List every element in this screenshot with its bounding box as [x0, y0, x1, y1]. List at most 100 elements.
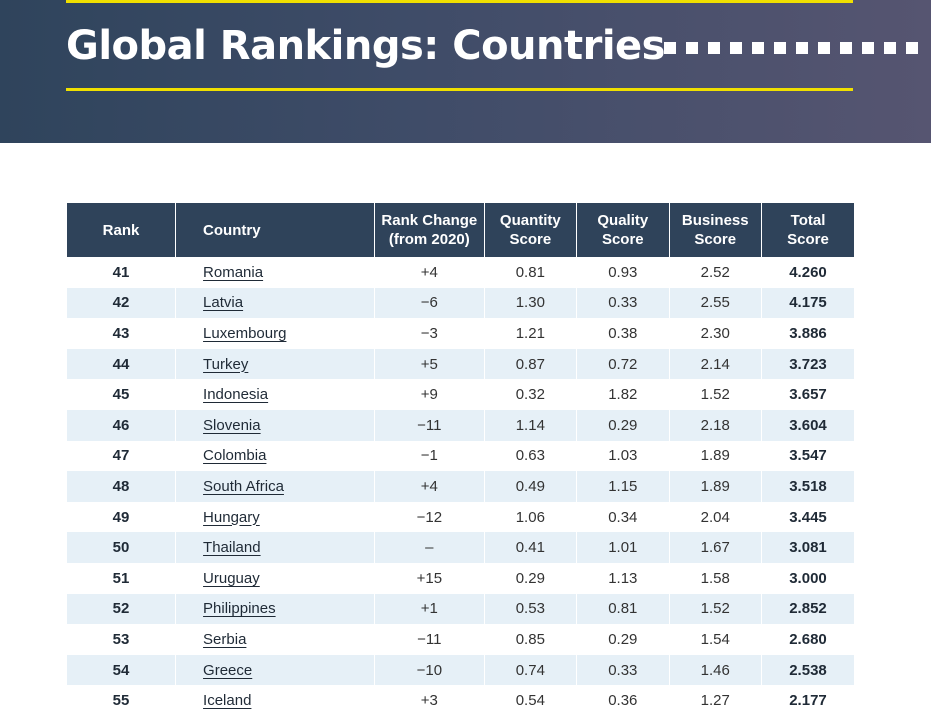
business-score-cell: 2.52 [669, 257, 763, 288]
country-link[interactable]: Thailand [203, 539, 261, 557]
quantity-score-cell: 0.81 [484, 257, 578, 288]
business-score-cell: 1.52 [669, 593, 763, 625]
column-header-country: Country [175, 203, 376, 257]
country-cell: Latvia [175, 287, 376, 319]
country-cell: Turkey [175, 348, 376, 380]
country-link[interactable]: South Africa [203, 477, 284, 495]
country-cell: Serbia [175, 624, 376, 655]
country-cell: Indonesia [175, 379, 376, 410]
rank-change-cell: +9 [374, 379, 485, 410]
country-link[interactable]: Philippines [203, 600, 276, 618]
business-score-cell: 1.27 [669, 685, 763, 716]
business-score-cell: 1.89 [669, 440, 763, 472]
column-header-rank-change: Rank Change (from 2020) [374, 203, 485, 257]
total-score-cell: 3.657 [789, 386, 827, 404]
quantity-score-cell: 0.85 [484, 624, 578, 655]
rank-cell: 55 [67, 685, 177, 716]
business-score-cell: 1.67 [669, 532, 763, 563]
decorative-square [730, 42, 742, 54]
quality-score-cell: 0.33 [576, 287, 670, 319]
quantity-score-cell: 0.41 [484, 532, 578, 563]
column-header-total-score: Total Score [761, 203, 854, 257]
country-link[interactable]: Turkey [203, 355, 249, 373]
quantity-score-cell: 0.74 [484, 654, 578, 686]
country-link[interactable]: Iceland [203, 692, 252, 710]
decorative-square [818, 42, 830, 54]
decorative-square [840, 42, 852, 54]
total-score-cell: 3.445 [789, 508, 827, 526]
decorative-square [708, 42, 720, 54]
quantity-score-cell: 0.54 [484, 685, 578, 716]
business-score-cell: 1.58 [669, 562, 763, 594]
rank-change-cell: −3 [374, 318, 485, 349]
rank-cell: 54 [67, 654, 177, 686]
country-link[interactable]: Hungary [203, 508, 260, 526]
table-row: 45 Indonesia +9 0.32 1.82 1.52 3.657 [67, 379, 854, 410]
country-cell: Colombia [175, 440, 376, 472]
country-link[interactable]: Latvia [203, 294, 244, 312]
quality-score-cell: 0.29 [576, 624, 670, 655]
rank-change-cell: +15 [374, 562, 485, 594]
rank-change-cell: −6 [374, 287, 485, 319]
table-row: 50 Thailand –0.41 1.01 1.67 3.081 [67, 532, 854, 563]
country-cell: Thailand [175, 532, 376, 563]
table-row: 52 Philippines +1 0.53 0.81 1.52 2.852 [67, 593, 854, 625]
quantity-score-cell: 0.49 [484, 471, 578, 502]
quality-score-cell: 0.34 [576, 501, 670, 533]
business-score-cell: 2.55 [669, 287, 763, 319]
column-header-quality-score: Quality Score [576, 203, 670, 257]
country-cell: Romania [175, 257, 376, 288]
quantity-score-cell: 1.06 [484, 501, 578, 533]
country-link[interactable]: Luxembourg [203, 324, 287, 342]
country-link[interactable]: Indonesia [203, 386, 269, 404]
rank-change-cell: +4 [374, 257, 485, 288]
quantity-score-cell: 1.14 [484, 409, 578, 441]
total-score-cell: 3.000 [789, 569, 827, 587]
quantity-score-cell: 1.30 [484, 287, 578, 319]
business-score-cell: 1.52 [669, 379, 763, 410]
rank-change-cell: +5 [374, 348, 485, 380]
total-score-cell: 2.177 [789, 692, 827, 710]
country-cell: Luxembourg [175, 318, 376, 349]
rank-change-cell: −11 [374, 409, 485, 441]
rank-change-cell: −11 [374, 624, 485, 655]
total-score-cell: 2.680 [789, 630, 827, 648]
rank-cell: 47 [67, 440, 177, 472]
table-header-row: Rank Country Rank Change (from 2020) Quan… [67, 203, 854, 257]
quantity-score-cell: 0.87 [484, 348, 578, 380]
country-cell: Hungary [175, 501, 376, 533]
quality-score-cell: 0.38 [576, 318, 670, 349]
table-row: 42 Latvia −6 1.30 0.33 2.55 4.175 [67, 287, 854, 319]
quality-score-cell: 0.93 [576, 257, 670, 288]
table-row: 47 Colombia −1 0.63 1.03 1.89 3.547 [67, 440, 854, 472]
country-link[interactable]: Serbia [203, 630, 247, 648]
decorative-square [796, 42, 808, 54]
total-score-cell: 2.538 [761, 654, 854, 686]
total-score-cell: 3.518 [761, 471, 854, 502]
country-link[interactable]: Romania [203, 263, 264, 281]
quality-score-cell: 0.29 [576, 409, 670, 441]
column-header-quantity-score: Quantity Score [484, 203, 578, 257]
table-row: 43 Luxembourg −3 1.21 0.38 2.30 3.886 [67, 318, 854, 349]
rank-change-cell: +1 [374, 593, 485, 625]
country-link[interactable]: Uruguay [203, 569, 260, 587]
header-banner: Global Rankings: Countries [0, 0, 931, 143]
country-link[interactable]: Slovenia [203, 416, 261, 434]
rank-cell: 51 [67, 562, 177, 594]
rankings-table: Rank Country Rank Change (from 2020) Quan… [67, 203, 854, 716]
rank-cell: 41 [67, 257, 177, 288]
country-cell: Greece [175, 654, 376, 686]
business-score-cell: 2.04 [669, 501, 763, 533]
total-score-cell: 3.081 [761, 532, 854, 563]
business-score-cell: 2.14 [669, 348, 763, 380]
table-row: 41 Romania +4 0.81 0.93 2.52 4.260 [67, 257, 854, 288]
decorative-square [906, 42, 918, 54]
bottom-accent-rule [66, 88, 853, 91]
table-row: 54 Greece −10 0.74 0.33 1.46 2.538 [67, 654, 854, 686]
decorative-square [686, 42, 698, 54]
quality-score-cell: 1.82 [576, 379, 670, 410]
quality-score-cell: 1.15 [576, 471, 670, 502]
country-link[interactable]: Greece [203, 661, 253, 679]
total-score-cell: 3.547 [789, 447, 827, 465]
country-link[interactable]: Colombia [203, 447, 267, 465]
